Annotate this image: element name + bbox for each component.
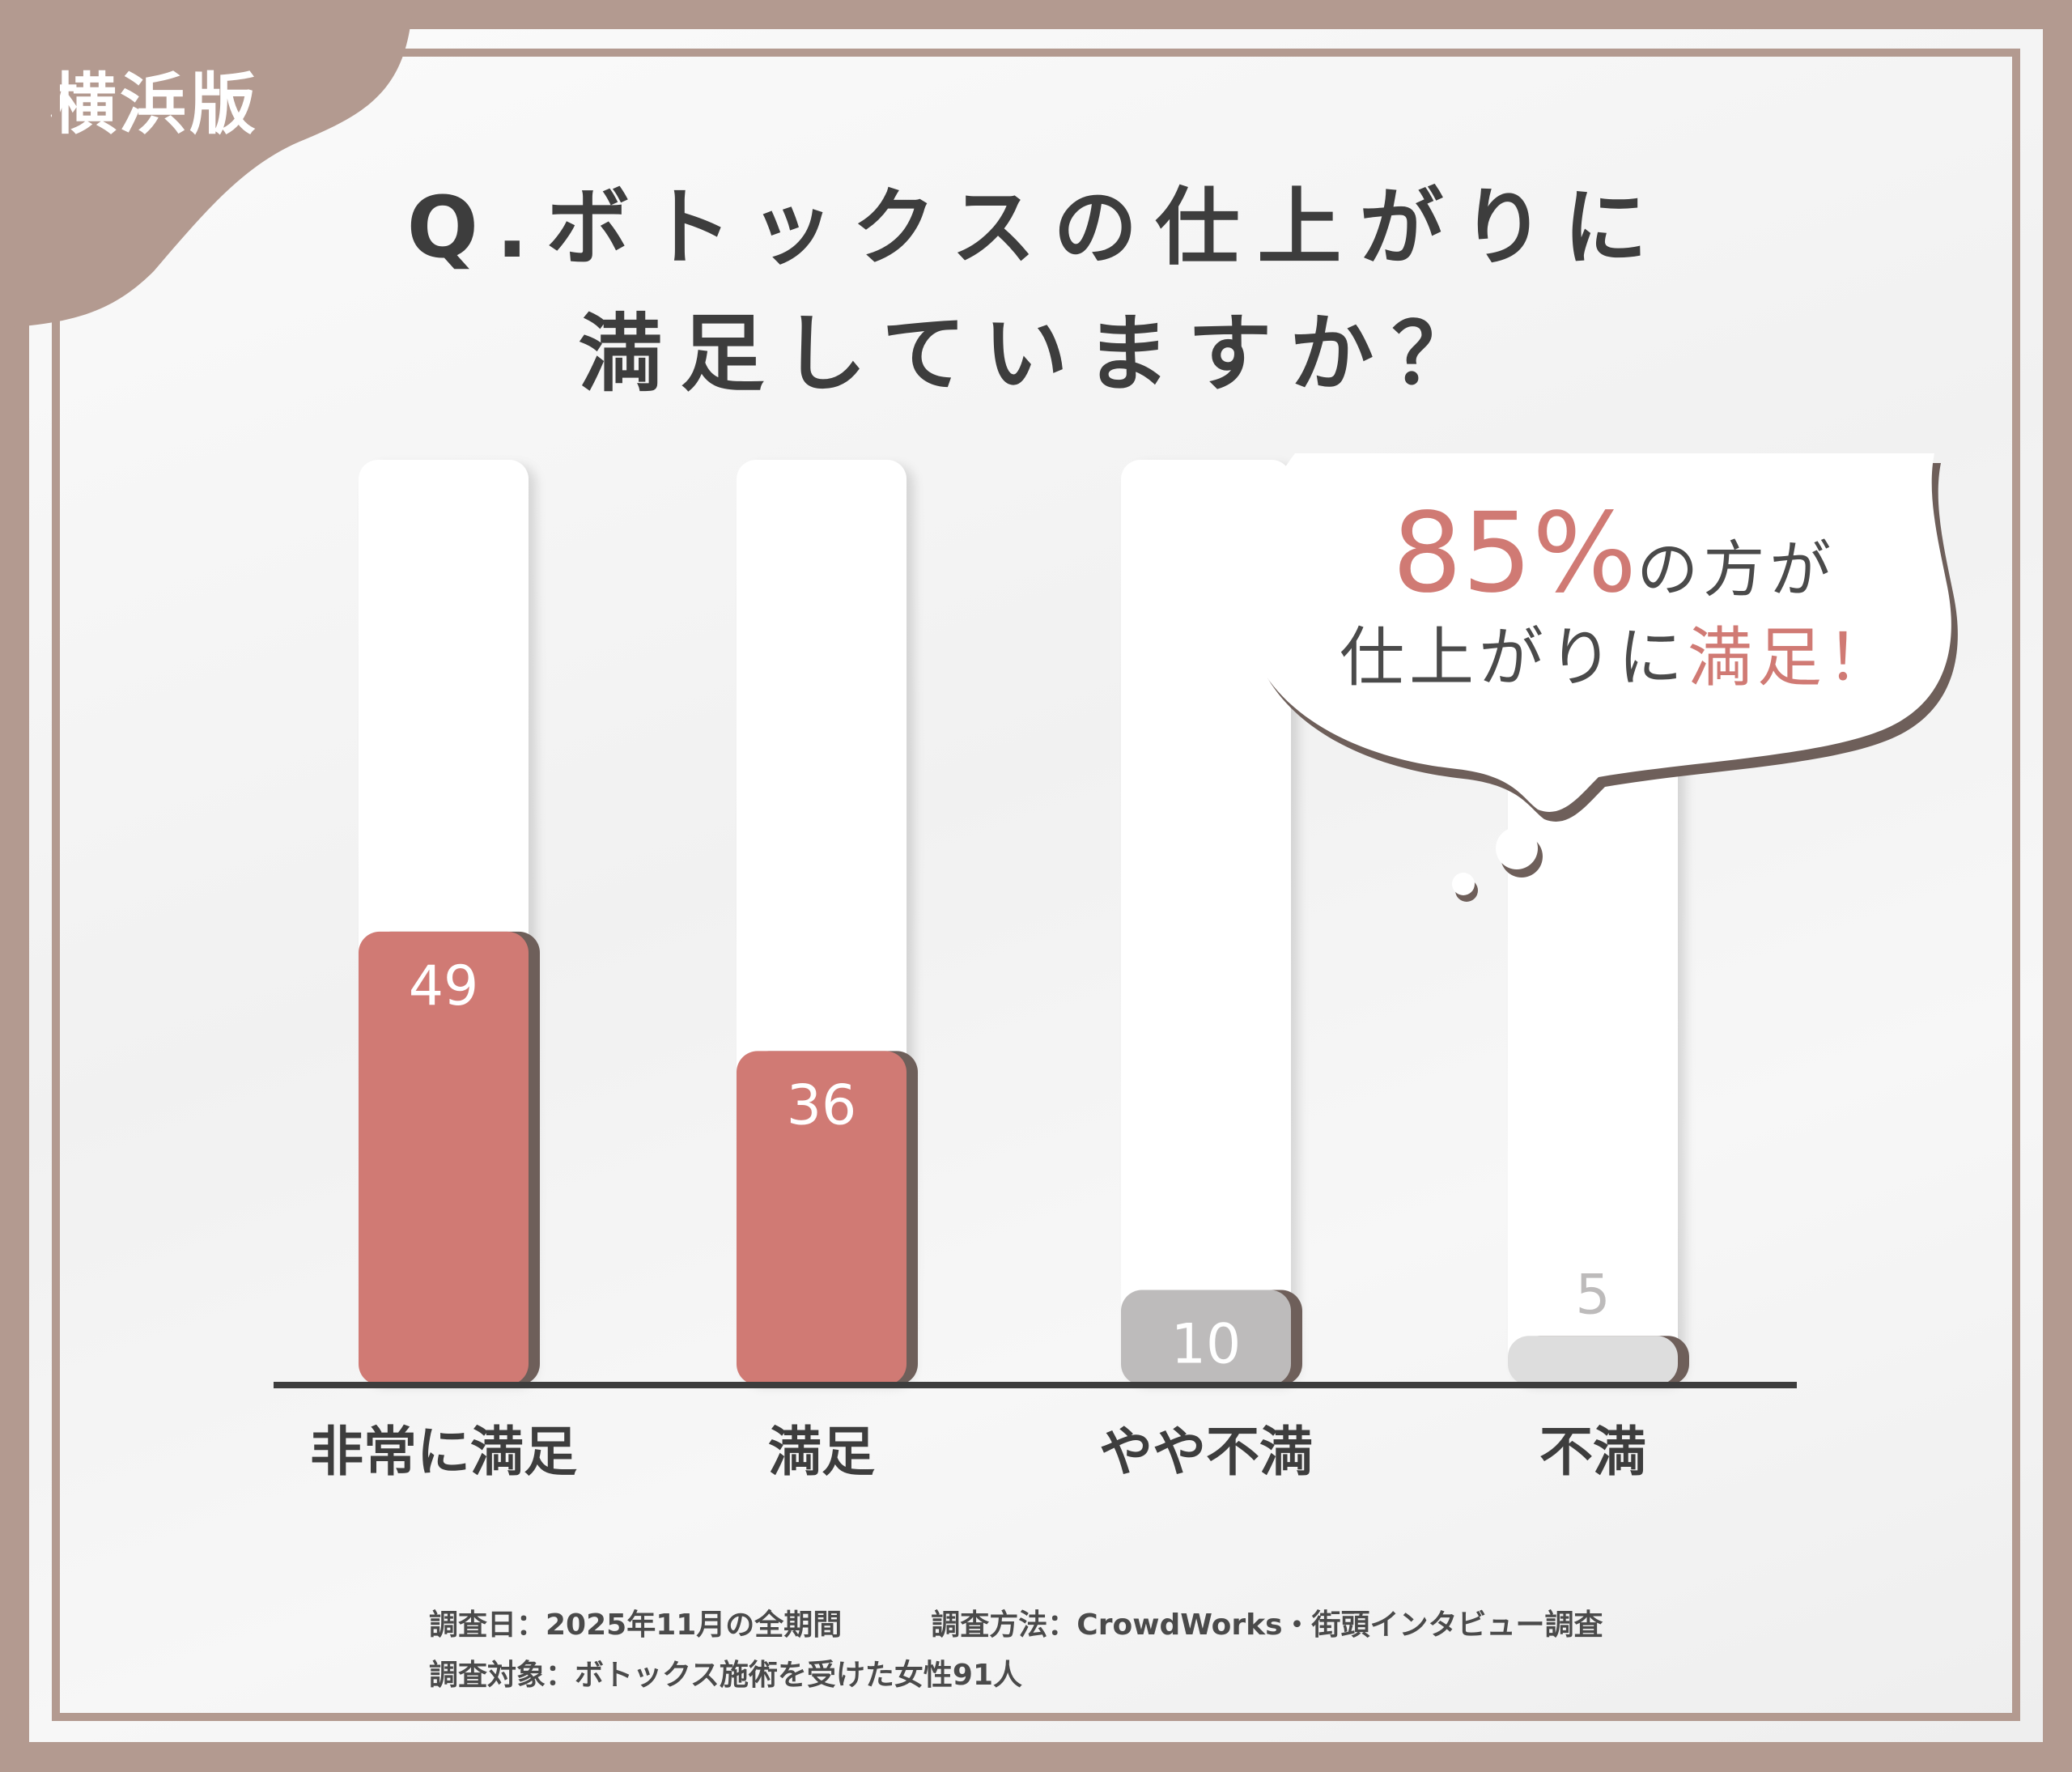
survey-date-note: 調査日：2025年11月の全期間 [429,1608,843,1642]
bar-value-label-4: 5 [1575,1263,1610,1327]
callout-line-2: 仕上がりに満足！ [1340,606,1896,699]
city-badge-label: 横浜版 [50,66,260,143]
category-label-1: 非常に満足 [310,1421,577,1483]
question-title-line-1: Q.ボトックスの仕上がりに [406,178,1666,277]
bar-value-label-2: 36 [787,1073,857,1137]
question-title-line-2: 満足していますか？ [578,304,1494,403]
bar-4 [1508,1336,1678,1385]
callout-line-1: 85%の方が [1392,490,1836,618]
callout-percent: 85% [1392,490,1637,618]
category-label-3: やや不満 [1099,1421,1313,1483]
bar-value-label-3: 10 [1171,1313,1242,1377]
callout-line-2-highlight: 満足！ [1688,620,1896,695]
callout-line-1-rest: の方が [1637,533,1836,606]
survey-method-note: 調査方法：CrowdWorks・街頭インタビュー調査 [931,1608,1603,1642]
footnote-row-1: 調査日：2025年11月の全期間 調査方法：CrowdWorks・街頭インタビュー… [429,1601,1603,1643]
bar-track-3 [1121,460,1291,1382]
survey-target-note: 調査対象：ボトックス施術を受けた女性91人 [429,1659,1023,1692]
category-label-4: 不満 [1539,1421,1646,1483]
callout-bubble [1242,453,1958,902]
bar-3 [1121,1290,1291,1385]
bar-value-label-1: 49 [409,954,479,1018]
callout-line-2-plain: 仕上がりに [1340,620,1688,695]
bar-2 [737,1051,906,1385]
category-label-2: 満足 [768,1421,875,1483]
bar-1 [359,931,529,1385]
corner-tab-shape [0,0,413,328]
footnote-row-2: 調査対象：ボトックス施術を受けた女性91人 [429,1651,1022,1693]
